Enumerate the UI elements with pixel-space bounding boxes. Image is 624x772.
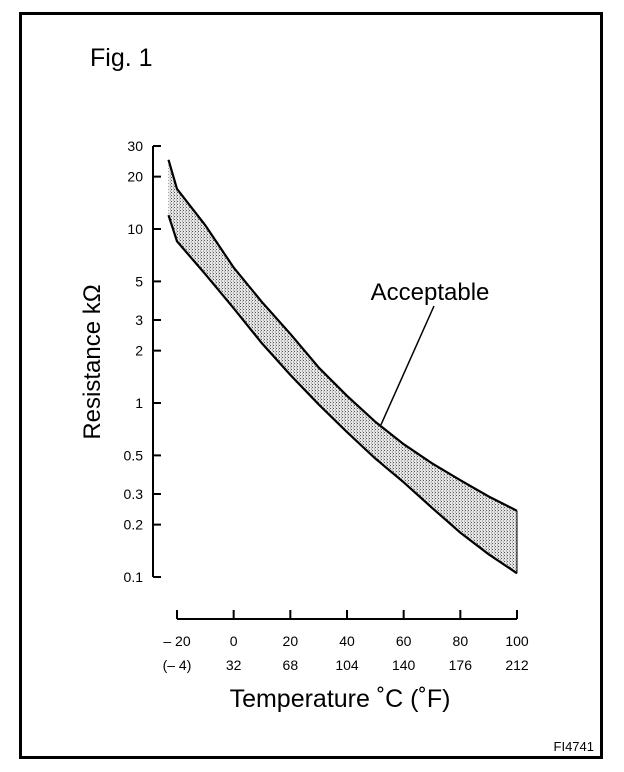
y-tick-label: 30 — [127, 138, 143, 154]
x-tick-label: 0 — [230, 633, 238, 649]
y-tick-label: 0.3 — [124, 486, 144, 502]
upper-limit-curve — [167, 159, 518, 512]
y-tick-label: 0.1 — [124, 569, 144, 585]
annotation-acceptable: Acceptable — [371, 279, 490, 306]
y-tick-label: 0.2 — [124, 517, 144, 533]
x-axis-title: Temperature ˚C (˚F) — [230, 685, 451, 713]
y-axis-title: Resistance kΩ — [79, 284, 106, 439]
annotation-leader-line — [380, 305, 435, 426]
x-tick-label: – 20 — [163, 633, 190, 649]
figure-code: FI4741 — [553, 739, 594, 754]
x-tick-label-fahrenheit: 212 — [505, 657, 529, 673]
figure-frame — [19, 12, 603, 759]
x-tick-label-fahrenheit: 104 — [335, 657, 359, 673]
y-tick-label: 1 — [135, 395, 143, 411]
acceptable-band-area — [168, 159, 517, 574]
x-tick-label-fahrenheit: 68 — [283, 657, 299, 673]
y-tick-label: 10 — [127, 221, 143, 237]
x-tick-label-fahrenheit: 32 — [226, 657, 242, 673]
y-tick-label: 20 — [127, 169, 143, 185]
figure-title: Fig. 1 — [90, 44, 153, 72]
x-tick-label: 60 — [396, 633, 412, 649]
y-tick-label: 3 — [135, 312, 143, 328]
y-tick-label: 5 — [135, 273, 143, 289]
x-tick-label-fahrenheit: (– 4) — [163, 657, 192, 673]
x-tick-label-fahrenheit: 140 — [392, 657, 416, 673]
y-tick-label: 0.5 — [124, 447, 144, 463]
x-tick-label-fahrenheit: 176 — [449, 657, 473, 673]
x-tick-label: 40 — [339, 633, 355, 649]
y-tick-label: 2 — [135, 343, 143, 359]
x-tick-label: 80 — [453, 633, 469, 649]
lower-limit-curve — [167, 214, 518, 575]
x-tick-label: 20 — [283, 633, 299, 649]
x-tick-label: 100 — [505, 633, 529, 649]
